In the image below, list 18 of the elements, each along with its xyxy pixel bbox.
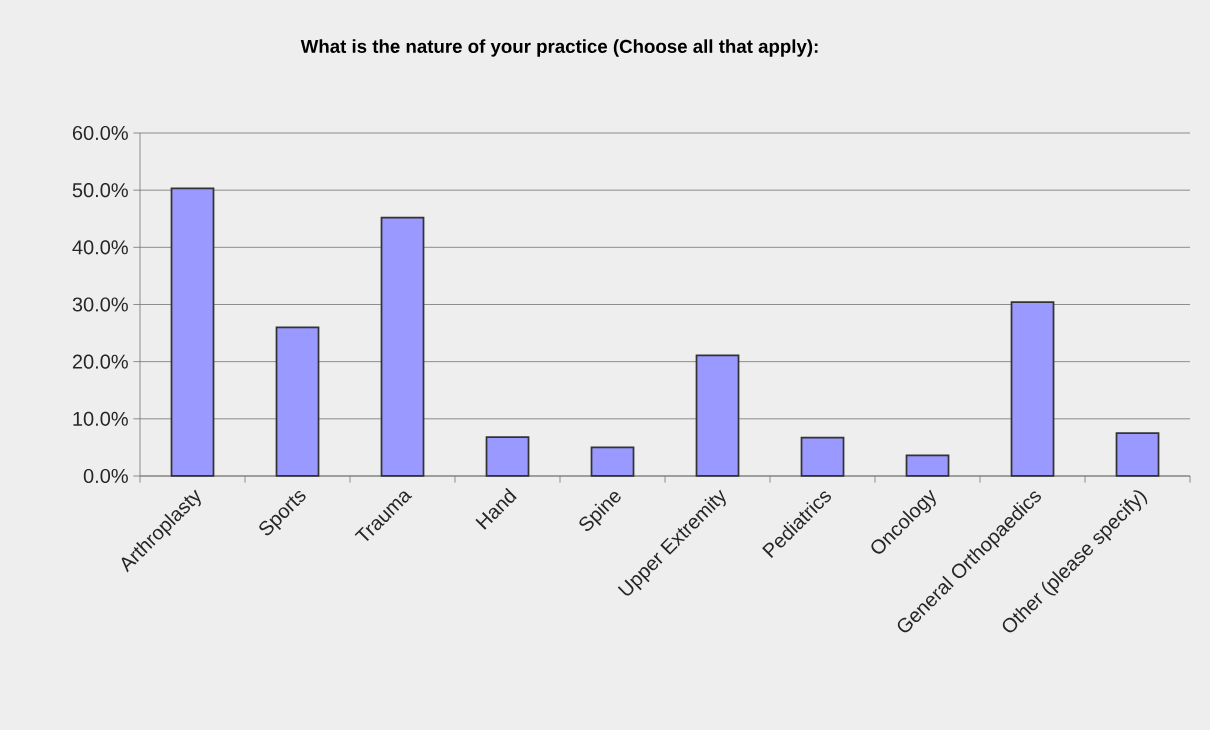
bar <box>275 326 320 477</box>
y-tick-label: 0.0% <box>83 468 128 484</box>
y-tick-label: 30.0% <box>72 297 128 312</box>
bar <box>1115 432 1160 477</box>
y-tick-label: 50.0% <box>72 183 128 198</box>
chart-title: What is the nature of your practice (Choose all that apply): <box>300 39 818 57</box>
bar <box>590 446 635 477</box>
bar <box>695 354 740 477</box>
bar <box>905 454 950 477</box>
bar <box>485 436 530 477</box>
bar <box>800 436 845 477</box>
bar <box>170 187 215 477</box>
bar <box>1010 301 1055 477</box>
y-tick-label: 20.0% <box>72 354 128 369</box>
bar <box>380 216 425 477</box>
y-tick-label: 60.0% <box>72 125 128 141</box>
y-tick-label: 40.0% <box>72 240 128 255</box>
y-tick-label: 10.0% <box>73 411 128 426</box>
